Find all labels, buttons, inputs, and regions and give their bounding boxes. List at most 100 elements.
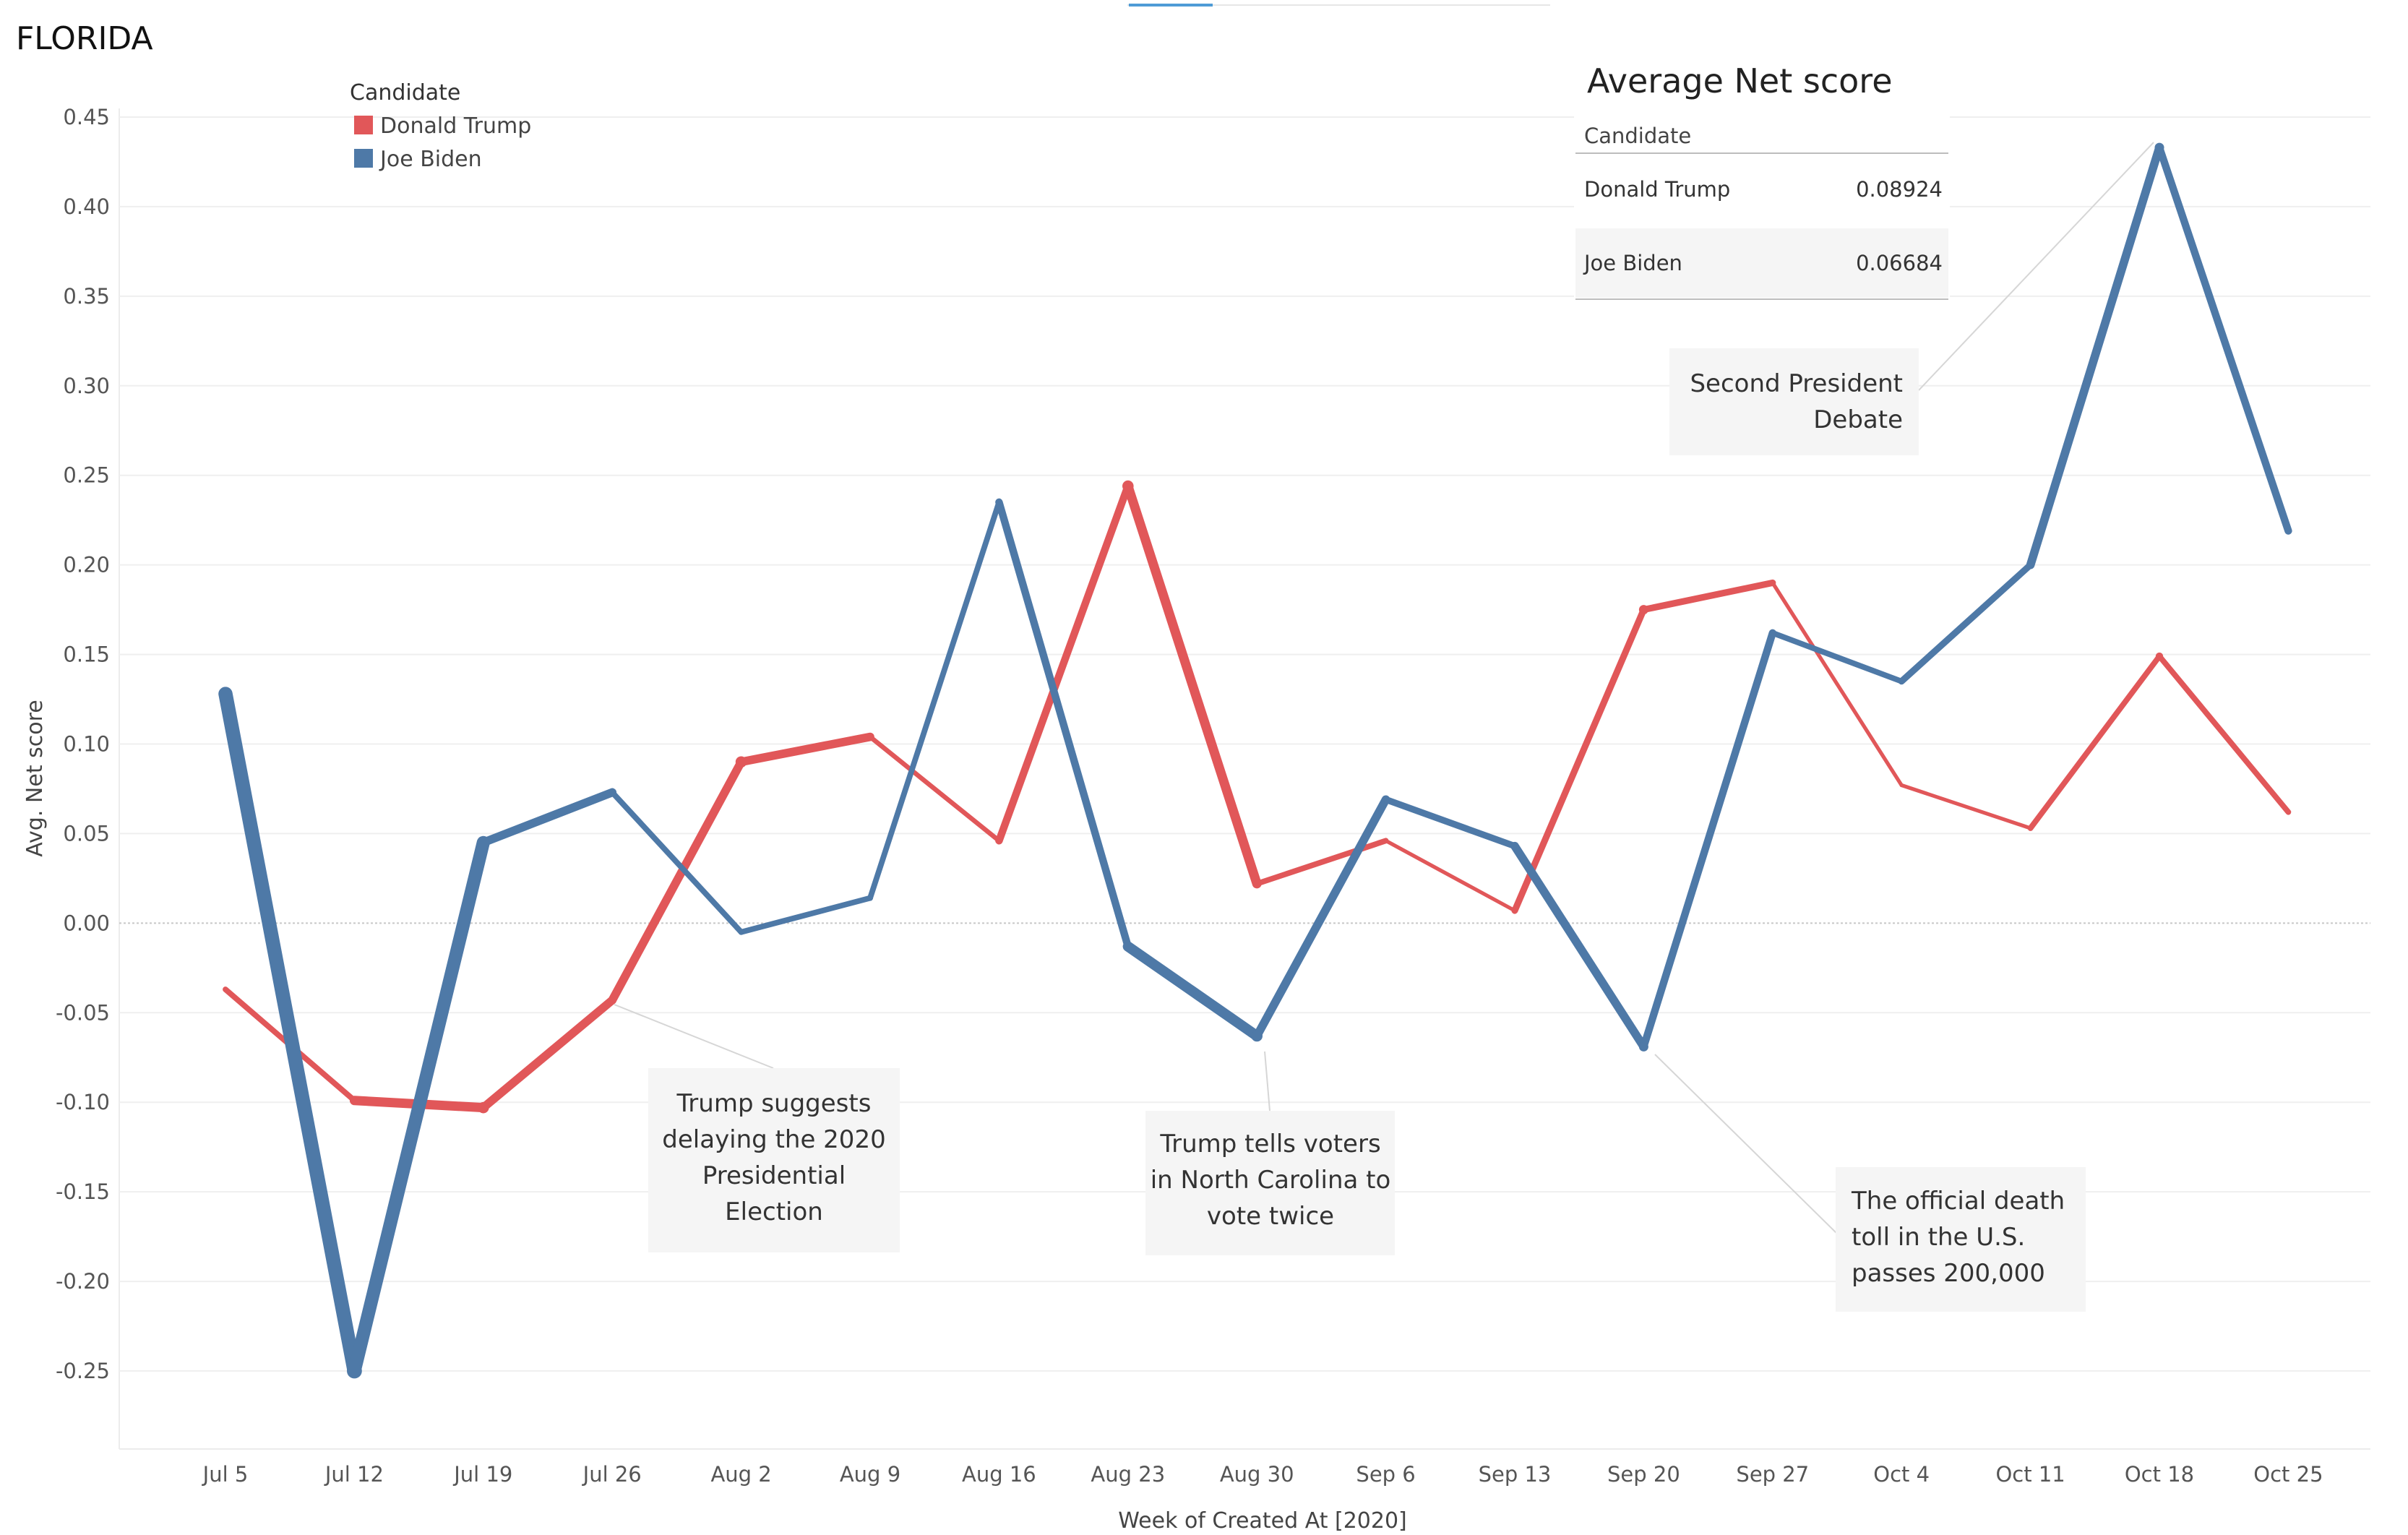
data-point-donald-trump (1771, 580, 1775, 585)
annotation-second-debate: Second President Debate (1669, 142, 2154, 455)
series-segment-joe-biden (348, 835, 490, 1378)
table-row-shade (1575, 228, 1948, 298)
series-segment-joe-biden (995, 498, 1132, 950)
data-point-joe-biden (2026, 561, 2034, 569)
annotation-delay-election: Trump suggests delaying the 2020 Preside… (614, 1004, 900, 1252)
data-point-joe-biden (609, 789, 616, 796)
table-cell-value: 0.08924 (1856, 177, 1943, 202)
annotation-leader (1654, 1054, 1840, 1237)
annotation-box (1145, 1111, 1395, 1255)
data-point-donald-trump (478, 1101, 489, 1114)
x-tick-label: Sep 20 (1607, 1462, 1680, 1487)
page-title: FLORIDA (16, 20, 153, 57)
data-point-donald-trump (867, 734, 873, 740)
legend-label-joe-biden: Joe Biden (379, 147, 482, 172)
series-lines (218, 142, 2292, 1379)
x-axis-title: Week of Created At [2020] (1118, 1508, 1407, 1534)
x-tick-label: Aug 9 (840, 1462, 900, 1487)
data-point-joe-biden (996, 499, 1002, 505)
annotation-line: Second President (1690, 369, 1903, 398)
x-tick-label: Oct 18 (2125, 1462, 2194, 1487)
gridlines (119, 116, 2370, 1372)
data-point-joe-biden (738, 929, 744, 935)
data-point-donald-trump (735, 756, 747, 768)
legend-item-donald-trump[interactable]: Donald Trump (354, 113, 531, 139)
y-tick-label: -0.20 (56, 1269, 110, 1294)
y-tick-label: 0.15 (63, 642, 110, 667)
series-joe-biden[interactable] (218, 142, 2292, 1379)
data-point-donald-trump (351, 1096, 358, 1104)
table-row-joe-biden: Joe Biden 0.06684 (1575, 228, 1948, 298)
table-title: Average Net score (1587, 61, 1893, 100)
series-segment-joe-biden (218, 687, 362, 1378)
series-segment-joe-biden (1122, 941, 1263, 1041)
annotation-leader (1918, 142, 2154, 391)
y-tick-label: 0.25 (63, 463, 110, 488)
x-tick-label: Aug 23 (1091, 1462, 1165, 1487)
y-tick-label: 0.00 (63, 911, 110, 935)
table-cell-value: 0.06684 (1856, 251, 1943, 275)
data-point-joe-biden (218, 687, 233, 701)
series-segment-joe-biden (1640, 629, 1777, 1051)
data-point-joe-biden (867, 895, 873, 901)
y-tick-label: 0.05 (63, 821, 110, 846)
annotation-leader (1264, 1051, 1270, 1112)
series-segment-donald-trump (1899, 783, 2033, 830)
data-point-joe-biden (347, 1363, 362, 1379)
annotation-line: Presidential (702, 1161, 846, 1190)
x-tick-label: Jul 5 (202, 1462, 249, 1487)
legend-item-joe-biden[interactable]: Joe Biden (354, 147, 482, 172)
table-cell-candidate: Donald Trump (1584, 177, 1730, 202)
data-point-joe-biden (1638, 1041, 1648, 1052)
legend-title: Candidate (350, 80, 460, 106)
data-point-donald-trump (2029, 826, 2033, 830)
series-segment-joe-biden (478, 788, 617, 847)
x-tick-label: Aug 30 (1220, 1462, 1294, 1487)
y-tick-label: -0.15 (56, 1179, 110, 1204)
data-point-donald-trump (2286, 810, 2290, 814)
x-tick-label: Sep 6 (1356, 1462, 1415, 1487)
table-header-candidate: Candidate (1584, 124, 1691, 148)
data-point-joe-biden (1383, 796, 1389, 803)
data-point-donald-trump (1638, 605, 1648, 615)
legend-swatch-donald-trump (354, 116, 373, 134)
series-segment-joe-biden (2155, 143, 2292, 535)
series-segment-donald-trump (608, 757, 746, 1005)
annotation-line: The official death (1851, 1187, 2065, 1216)
annotation-box (648, 1068, 900, 1252)
table-row-donald-trump: Donald Trump 0.08924 (1584, 177, 1943, 202)
y-tick-label: 0.10 (63, 732, 110, 757)
series-segment-donald-trump (736, 732, 874, 767)
series-segment-joe-biden (2026, 143, 2164, 569)
y-tick-label: 0.35 (63, 284, 110, 309)
x-tick-label: Oct 4 (1873, 1462, 1930, 1487)
annotations: Trump suggests delaying the 2020 Preside… (614, 142, 2154, 1312)
annotation-line: passes 200,000 (1852, 1259, 2045, 1288)
data-point-joe-biden (1123, 942, 1133, 952)
legend: Candidate Donald Trump Joe Biden (350, 80, 531, 172)
x-tick-label: Oct 11 (1995, 1462, 2065, 1487)
series-segment-donald-trump (1383, 838, 1517, 913)
y-axis-tick-labels: 0.45 0.40 0.35 0.30 0.25 0.20 0.15 0.10 0.05 0.00… (56, 105, 110, 1383)
annotation-line: in North Carolina to (1151, 1166, 1391, 1195)
annotation-box (1836, 1167, 2086, 1312)
series-segment-joe-biden (1898, 562, 2034, 685)
data-point-joe-biden (2285, 528, 2292, 534)
data-point-donald-trump (1899, 783, 1904, 788)
series-segment-joe-biden (867, 499, 1002, 901)
series-segment-joe-biden (1510, 841, 1648, 1052)
y-tick-label: 0.30 (63, 374, 110, 398)
series-segment-joe-biden (738, 895, 873, 935)
data-point-donald-trump (2155, 652, 2164, 661)
series-segment-joe-biden (609, 789, 744, 935)
x-tick-label: Jul 19 (452, 1462, 512, 1487)
series-segment-joe-biden (1383, 796, 1518, 850)
data-point-donald-trump (1122, 480, 1134, 492)
x-axis-tick-labels: Jul 5 Jul 12 Jul 19 Jul 26 Aug 2 Aug 9 Aug 16 A… (202, 1462, 2323, 1487)
series-segment-donald-trump (995, 482, 1132, 845)
legend-swatch-joe-biden (354, 149, 373, 168)
y-tick-label: -0.05 (56, 1000, 110, 1025)
series-segment-donald-trump (867, 734, 1002, 843)
data-point-donald-trump (997, 838, 1001, 843)
annotation-line: Debate (1813, 405, 1903, 434)
